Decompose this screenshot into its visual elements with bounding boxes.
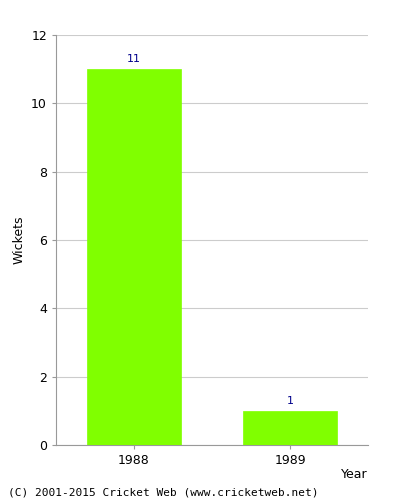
Text: 1: 1 [286, 396, 294, 406]
Bar [87, 69, 181, 445]
Text: (C) 2001-2015 Cricket Web (www.cricketweb.net): (C) 2001-2015 Cricket Web (www.cricketwe… [8, 488, 318, 498]
Bar [243, 411, 337, 445]
Y-axis label: Wickets: Wickets [12, 216, 26, 264]
Text: 11: 11 [127, 54, 141, 64]
Text: Year: Year [341, 468, 368, 480]
